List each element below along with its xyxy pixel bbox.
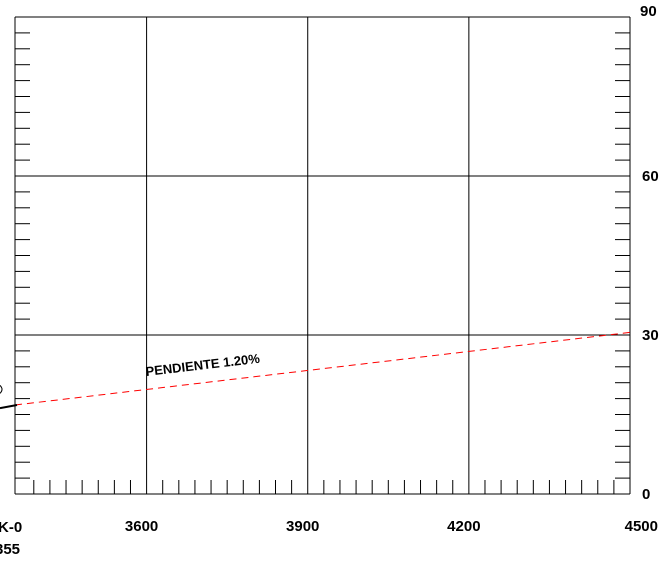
minor-ticks	[15, 32, 630, 494]
y-tick-label-90: 90	[640, 3, 657, 20]
x-tick-label-3600: 3600	[125, 518, 158, 535]
cut-off-symbol	[0, 385, 3, 394]
grid-lines	[14, 16, 631, 495]
start-station-label: K-0	[0, 519, 22, 536]
x-tick-label-4200: 4200	[447, 518, 480, 535]
y-tick-label-30: 30	[642, 327, 659, 344]
terrain-line-stub	[0, 404, 18, 410]
x-tick-label-4500: 4500	[625, 518, 658, 535]
y-tick-label-0: 0	[642, 486, 650, 503]
slope-line-dashed	[14, 331, 631, 406]
start-station-value: 355	[0, 541, 20, 558]
slope-annotation: PENDIENTE 1.20%	[145, 351, 261, 379]
series-layer	[0, 331, 631, 410]
y-tick-label-60: 60	[642, 168, 659, 185]
x-tick-label-3900: 3900	[286, 518, 319, 535]
